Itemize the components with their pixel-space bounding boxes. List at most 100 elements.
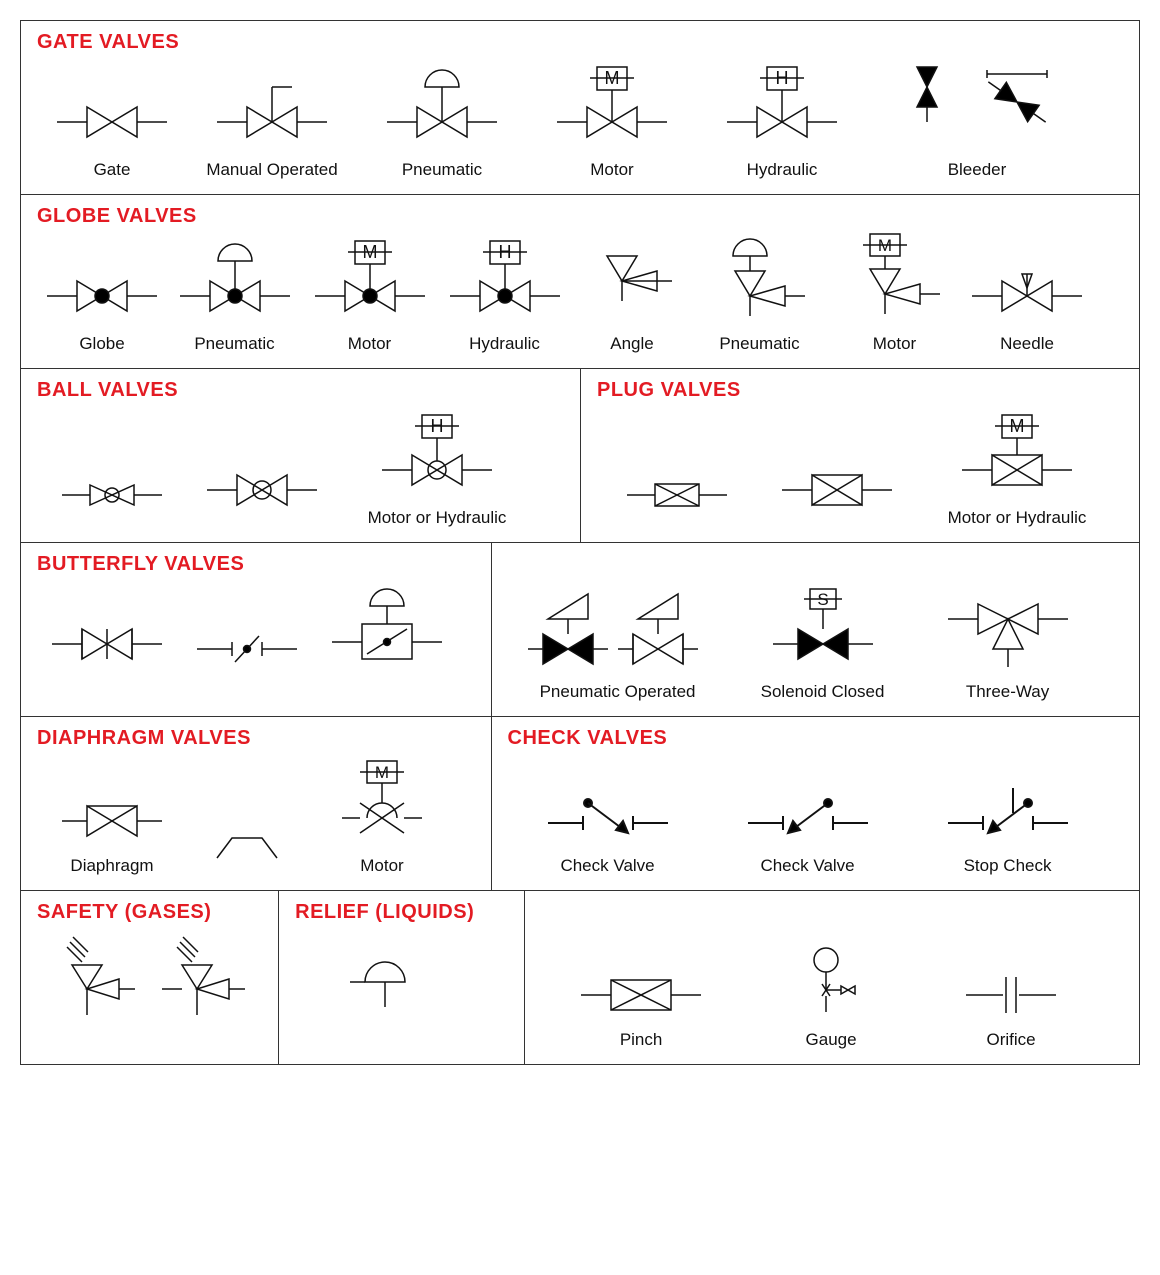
label-pinch: Pinch <box>620 1030 663 1050</box>
label-globe-motor: Motor <box>348 334 391 354</box>
label-angle: Angle <box>610 334 653 354</box>
section-safety-relief: SAFETY (GASES) RELIEF (LIQUIDS) <box>21 891 1139 1064</box>
row-misc: Pinch Gauge Orifice <box>541 932 1123 1050</box>
title-relief: RELIEF (LIQUIDS) <box>295 901 508 924</box>
title-ball: BALL VALVES <box>37 379 564 402</box>
label-check2: Check Valve <box>760 856 854 876</box>
symbol-ball-small <box>62 430 162 520</box>
section-plug: PLUG VALVES M <box>580 369 1139 542</box>
svg-text:M: M <box>375 763 389 782</box>
section-gate: GATE VALVES Gate Manual Operated Pneumat… <box>21 21 1139 195</box>
cell-diaphragm: Diaphragm <box>37 758 187 876</box>
symbol-ball <box>207 430 317 520</box>
row-plug: M Motor or Hydraulic <box>597 410 1123 528</box>
symbol-diaphragm <box>62 758 162 848</box>
cell-plug-small <box>597 430 757 528</box>
symbol-angle-pneumatic <box>710 236 810 326</box>
cell-gate-manual: Manual Operated <box>187 62 357 180</box>
symbol-gate-motor: M <box>557 62 667 152</box>
symbol-gate-manual <box>217 62 327 152</box>
cell-gate-pneumatic: Pneumatic <box>357 62 527 180</box>
symbol-gauge <box>786 932 876 1022</box>
row-safety <box>37 932 262 1022</box>
row-relief <box>295 932 508 1022</box>
cell-threeway: Three-Way <box>918 584 1098 702</box>
symbol-globe-pneumatic <box>180 236 290 326</box>
label-ball-actuated: Motor or Hydraulic <box>368 508 507 528</box>
svg-text:H: H <box>776 68 789 88</box>
cell-bf-box <box>317 584 457 674</box>
title-plug: PLUG VALVES <box>597 379 1123 402</box>
label-threeway: Three-Way <box>966 682 1049 702</box>
label-gate-pneumatic: Pneumatic <box>402 160 482 180</box>
cell-stopcheck: Stop Check <box>908 758 1108 876</box>
cell-ball-small <box>37 430 187 528</box>
symbol-diaphragm-motor: M <box>332 758 432 848</box>
label-bf-pneum: Pneumatic Operated <box>540 682 696 702</box>
label-angle-motor: Motor <box>873 334 916 354</box>
symbol-bf-gate <box>52 584 162 674</box>
symbol-pinch <box>581 932 701 1022</box>
title-safety: SAFETY (GASES) <box>37 901 262 924</box>
svg-text:H: H <box>431 416 444 436</box>
title-check: CHECK VALVES <box>508 727 1123 750</box>
symbol-globe-hydraulic: H <box>450 236 560 326</box>
svg-text:M: M <box>362 242 377 262</box>
cell-pinch: Pinch <box>541 932 741 1050</box>
title-gate: GATE VALVES <box>37 31 1123 54</box>
section-misc: . Pinch Gauge <box>524 891 1139 1064</box>
label-gate-hydraulic: Hydraulic <box>747 160 818 180</box>
section-check: CHECK VALVES Check Valve Check Valve <box>491 717 1139 890</box>
symbol-needle <box>972 236 1082 326</box>
cell-globe-pneumatic: Pneumatic <box>167 236 302 354</box>
label-check1: Check Valve <box>560 856 654 876</box>
section-globe: GLOBE VALVES Globe Pneumatic M Motor <box>21 195 1139 369</box>
label-diaphragm: Diaphragm <box>70 856 153 876</box>
label-gate-motor: Motor <box>590 160 633 180</box>
section-diaphragm-check: DIAPHRAGM VALVES Diaphragm M <box>21 717 1139 890</box>
cell-gauge: Gauge <box>741 932 921 1050</box>
symbol-bf-damper <box>197 584 297 674</box>
row-check: Check Valve Check Valve Stop Check <box>508 758 1123 876</box>
cell-bf-damper <box>177 584 317 674</box>
symbol-relief <box>335 932 435 1022</box>
row-butterfly-left <box>37 584 475 674</box>
valve-symbol-chart: GATE VALVES Gate Manual Operated Pneumat… <box>20 20 1140 1065</box>
svg-text:M: M <box>1010 416 1025 436</box>
symbol-angle-motor: M <box>845 236 945 326</box>
symbol-bf-box <box>332 584 442 674</box>
cell-ball <box>187 430 337 528</box>
label-solenoid: Solenoid Closed <box>761 682 885 702</box>
symbol-weir <box>207 778 287 868</box>
symbol-plug-small <box>627 430 727 520</box>
label-gauge: Gauge <box>806 1030 857 1050</box>
symbol-safety2 <box>157 932 247 1022</box>
section-butterfly-left: BUTTERFLY VALVES <box>21 543 491 716</box>
svg-text:H: H <box>498 242 511 262</box>
cell-solenoid: S Solenoid Closed <box>728 584 918 702</box>
symbol-globe-motor: M <box>315 236 425 326</box>
cell-safety2 <box>147 932 257 1022</box>
symbol-threeway <box>948 584 1068 674</box>
cell-bf-pneum: Pneumatic Operated <box>508 584 728 702</box>
section-safety: SAFETY (GASES) <box>21 891 278 1064</box>
cell-check2: Check Valve <box>708 758 908 876</box>
symbol-orifice <box>961 932 1061 1022</box>
cell-angle: Angle <box>572 236 692 354</box>
symbol-globe <box>47 236 157 326</box>
symbol-gate-pneumatic <box>387 62 497 152</box>
row-butterfly-right: Pneumatic Operated S Solenoid Closed Thr… <box>508 584 1123 702</box>
symbol-bf-pneum <box>523 584 713 674</box>
cell-globe-hydraulic: H Hydraulic <box>437 236 572 354</box>
title-diaphragm: DIAPHRAGM VALVES <box>37 727 475 750</box>
symbol-stopcheck <box>943 758 1073 848</box>
row-diaphragm: Diaphragm M Motor <box>37 758 475 876</box>
cell-gate-hydraulic: H Hydraulic <box>697 62 867 180</box>
svg-text:S: S <box>817 590 828 609</box>
symbol-gate-hydraulic: H <box>727 62 837 152</box>
title-globe: GLOBE VALVES <box>37 205 1123 228</box>
section-diaphragm: DIAPHRAGM VALVES Diaphragm M <box>21 717 491 890</box>
symbol-safety1 <box>47 932 137 1022</box>
symbol-check2 <box>743 758 873 848</box>
symbol-bleeder <box>887 62 1067 152</box>
